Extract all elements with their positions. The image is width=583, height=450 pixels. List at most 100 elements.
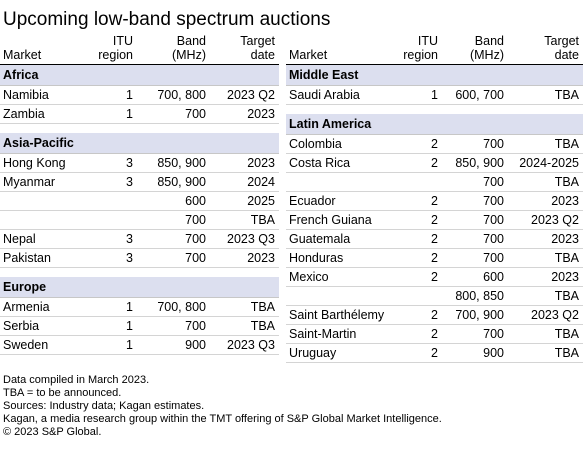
header-itu-line2: region [403, 48, 438, 62]
header-itu: ITU region [98, 34, 133, 62]
table-row: Ecuador 2 700 2023 [286, 192, 583, 211]
cell-market: Pakistan [3, 251, 51, 265]
cell-band: 600 [185, 194, 206, 208]
header-band: Band (MHz) [172, 34, 206, 62]
cell-target: 2023 Q3 [227, 232, 275, 246]
table-row: Saudi Arabia 1 600, 700 TBA [286, 86, 583, 105]
cell-itu: 1 [431, 88, 438, 102]
cell-band: 700 [185, 213, 206, 227]
cell-band: 850, 900 [157, 156, 206, 170]
cell-itu: 1 [126, 88, 133, 102]
header-rule [0, 64, 279, 65]
table-row: Guatemala 2 700 2023 [286, 230, 583, 249]
header-target-line2: date [250, 48, 275, 62]
cell-market: Sweden [3, 338, 49, 352]
cell-market: Saint-Martin [289, 327, 357, 341]
cell-target: 2023 [551, 194, 579, 208]
cell-target: 2025 [247, 194, 275, 208]
cell-itu: 3 [126, 232, 133, 246]
cell-band: 700 [483, 327, 504, 341]
table-row: 600 2025 [0, 192, 279, 211]
cell-band: 700 [185, 107, 206, 121]
right-table-body: Middle East Saudi Arabia 1 600, 700 TBA Latin… [286, 65, 583, 363]
cell-itu: 2 [431, 270, 438, 284]
cell-target: 2023 [247, 156, 275, 170]
cell-target: TBA [554, 327, 579, 341]
cell-band: 700 [185, 251, 206, 265]
cell-target: 2023 Q2 [227, 88, 275, 102]
cell-band: 700 [483, 251, 504, 265]
chart-title: Upcoming low-band spectrum auctions [3, 9, 331, 30]
cell-band: 700 [483, 232, 504, 246]
table-row: Zambia 1 700 2023 [0, 105, 279, 124]
table-header: Market ITU region Band (MHz) Target date [0, 34, 279, 64]
cell-target: TBA [554, 137, 579, 151]
cell-band: 900 [185, 338, 206, 352]
cell-band: 700 [483, 175, 504, 189]
table-row: Mexico 2 600 2023 [286, 268, 583, 287]
cell-band: 850, 900 [157, 175, 206, 189]
cell-target: 2023 [247, 251, 275, 265]
header-target: Target date [240, 34, 275, 62]
cell-target: 2024-2025 [519, 156, 579, 170]
cell-itu: 3 [126, 156, 133, 170]
cell-itu: 1 [126, 338, 133, 352]
section-header: Latin America [286, 114, 583, 135]
cell-target: 2023 [551, 270, 579, 284]
cell-market: Ecuador [289, 194, 336, 208]
table-row: 800, 850 TBA [286, 287, 583, 306]
table-row: Namibia 1 700, 800 2023 Q2 [0, 86, 279, 105]
cell-band: 800, 850 [455, 289, 504, 303]
cell-market: Hong Kong [3, 156, 66, 170]
cell-market: Nepal [3, 232, 36, 246]
cell-market: Armenia [3, 300, 50, 314]
cell-itu: 2 [431, 194, 438, 208]
right-table: Market ITU region Band (MHz) Target date… [286, 34, 583, 363]
cell-band: 600 [483, 270, 504, 284]
cell-itu: 2 [431, 327, 438, 341]
cell-band: 700, 800 [157, 88, 206, 102]
table-row: French Guiana 2 700 2023 Q2 [286, 211, 583, 230]
cell-market: Honduras [289, 251, 344, 265]
cell-itu: 3 [126, 175, 133, 189]
section-gap [0, 124, 279, 133]
table-row: Costa Rica 2 850, 900 2024-2025 [286, 154, 583, 173]
header-band-line1: Band [176, 34, 206, 48]
cell-market: Mexico [289, 270, 329, 284]
cell-itu: 1 [126, 107, 133, 121]
cell-target: 2023 Q2 [531, 308, 579, 322]
section-header: Europe [0, 277, 279, 298]
header-band-line1: Band [474, 34, 504, 48]
cell-target: TBA [554, 289, 579, 303]
table-row: Myanmar 3 850, 900 2024 [0, 173, 279, 192]
cell-market: Myanmar [3, 175, 56, 189]
table-row: 700 TBA [286, 173, 583, 192]
section-gap [286, 105, 583, 114]
cell-target: TBA [250, 300, 275, 314]
header-band: Band (MHz) [470, 34, 504, 62]
section-header: Africa [0, 65, 279, 86]
cell-market: Zambia [3, 107, 45, 121]
header-target-line1: Target [544, 34, 579, 48]
header-market: Market [3, 48, 42, 62]
table-row: Colombia 2 700 TBA [286, 135, 583, 154]
cell-market: Colombia [289, 137, 342, 151]
cell-market: Saint Barthélemy [289, 308, 385, 322]
cell-target: TBA [250, 213, 275, 227]
table-row: Uruguay 2 900 TBA [286, 344, 583, 363]
cell-band: 700 [483, 194, 504, 208]
cell-itu: 1 [126, 300, 133, 314]
table-row: Saint Barthélemy 2 700, 900 2023 Q2 [286, 306, 583, 325]
cell-band: 700 [483, 213, 504, 227]
header-itu-line2: region [98, 48, 133, 62]
cell-itu: 2 [431, 213, 438, 227]
header-rule [286, 64, 583, 65]
cell-target: 2024 [247, 175, 275, 189]
table-row: 700 TBA [0, 211, 279, 230]
cell-market: French Guiana [289, 213, 372, 227]
cell-market: Costa Rica [289, 156, 351, 170]
left-table: Market ITU region Band (MHz) Target date… [0, 34, 279, 355]
header-itu: ITU region [403, 34, 438, 62]
cell-target: TBA [554, 175, 579, 189]
section-header: Middle East [286, 65, 583, 86]
